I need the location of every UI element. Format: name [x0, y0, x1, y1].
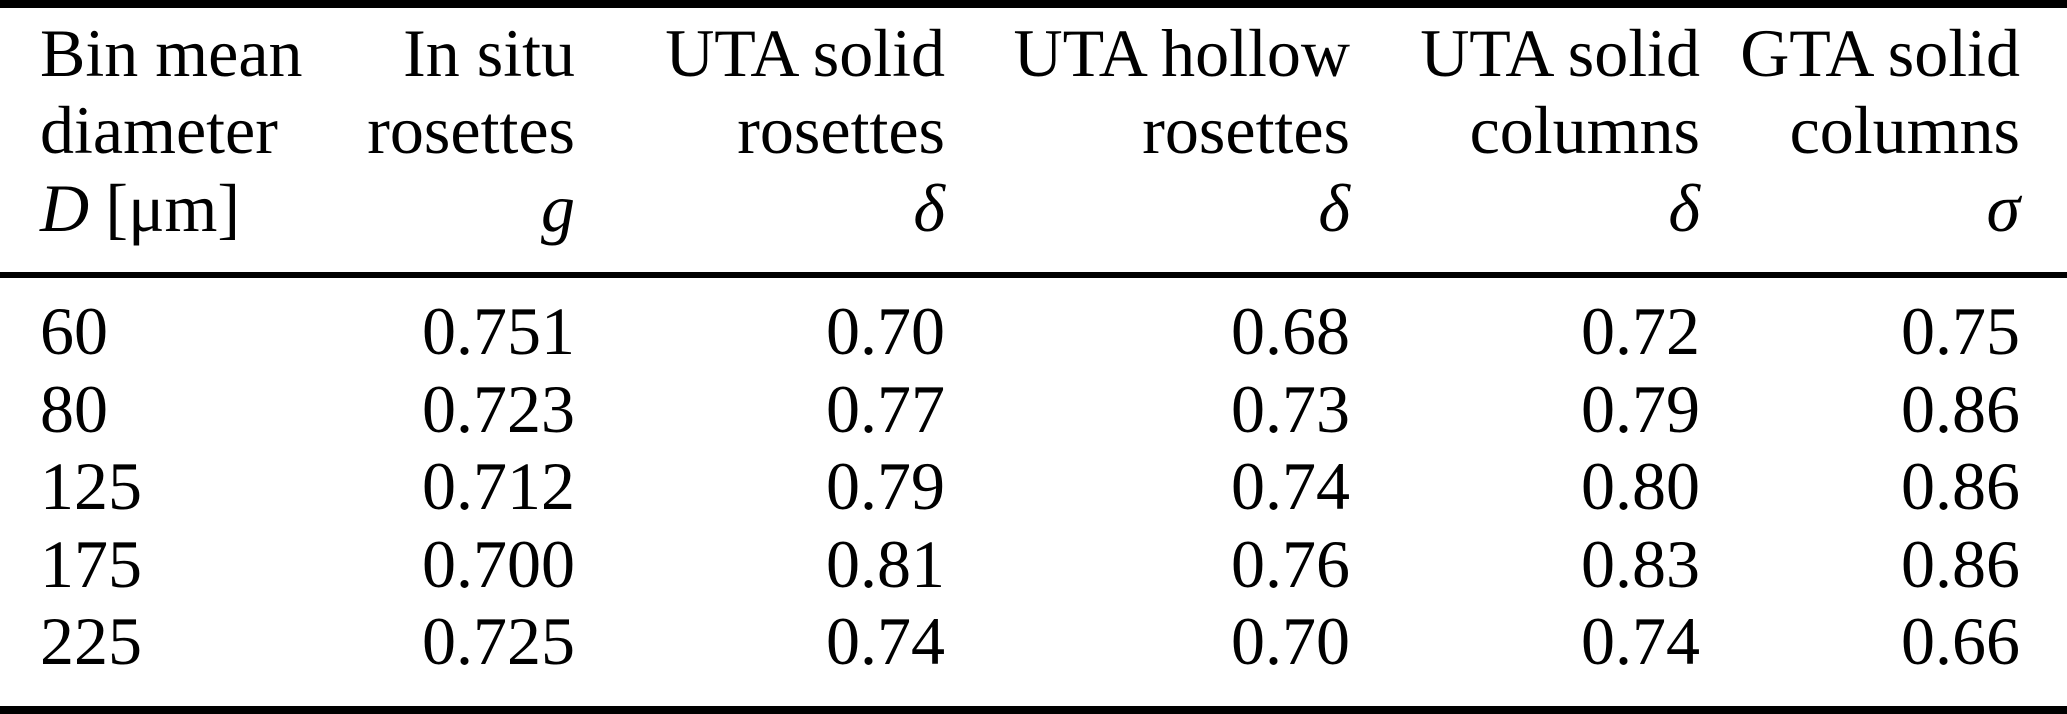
cell-value: 0.70: [1231, 603, 1350, 679]
cell-value: 0.72: [1581, 293, 1700, 369]
symbol-g: g: [541, 169, 575, 246]
header-symbol-line: δ: [945, 170, 1350, 248]
cell-value: 0.74: [1231, 448, 1350, 524]
cell-value: 0.75: [1901, 293, 2020, 369]
header-cell-uta-solid-rosettes: UTA solid rosettes δ: [575, 8, 945, 278]
cell-value: 0.712: [422, 448, 575, 524]
table-row: 125 0.712 0.79 0.74 0.80 0.86: [0, 448, 2067, 526]
cell-diameter: 175: [40, 525, 142, 602]
cell-diameter: 60: [40, 293, 108, 369]
header-symbol-line: δ: [1350, 170, 1700, 248]
cell-value: 0.68: [1231, 293, 1350, 369]
header-cell-uta-solid-columns: UTA solid columns δ: [1350, 8, 1700, 278]
cell-value: 0.77: [826, 370, 945, 447]
header-line: diameter: [40, 92, 278, 168]
cell-value: 0.81: [826, 525, 945, 602]
table-row: 80 0.723 0.77 0.73 0.79 0.86: [0, 371, 2067, 449]
cell-value: 0.83: [1581, 525, 1700, 602]
cell-diameter: 225: [40, 603, 142, 679]
cell-value: 0.74: [1581, 603, 1700, 679]
header-cell-in-situ-rosettes: In situ rosettes g: [320, 8, 575, 278]
header-line: Bin mean: [40, 14, 303, 91]
header-line: rosettes: [367, 92, 575, 168]
cell-diameter: 80: [40, 370, 108, 447]
cell-value: 0.74: [826, 603, 945, 679]
cell-value: 0.86: [1901, 448, 2020, 524]
cell-value: 0.86: [1901, 370, 2020, 447]
header-cell-bin-mean-diameter: Bin mean diameter D [μm]: [0, 8, 320, 278]
table-header: Bin mean diameter D [μm] In situ rosettes…: [0, 8, 2067, 278]
cell-value: 0.73: [1231, 370, 1350, 447]
cell-value: 0.700: [422, 525, 575, 602]
header-line: GTA solid: [1740, 14, 2020, 91]
cell-value: 0.79: [826, 448, 945, 524]
table-row: 175 0.700 0.81 0.76 0.83 0.86: [0, 526, 2067, 604]
cell-value: 0.723: [422, 370, 575, 447]
table-row: 225 0.725 0.74 0.70 0.74 0.66: [0, 603, 2067, 706]
header-line: UTA solid: [1420, 14, 1700, 91]
header-line: rosettes: [1142, 92, 1350, 168]
cell-diameter: 125: [40, 448, 142, 524]
cell-value: 0.80: [1581, 448, 1700, 524]
header-cell-gta-solid-columns: GTA solid columns σ: [1700, 8, 2067, 278]
unit-micrometer: [μm]: [105, 169, 241, 246]
header-cell-uta-hollow-rosettes: UTA hollow rosettes δ: [945, 8, 1350, 278]
cell-value: 0.86: [1901, 525, 2020, 602]
header-line: In situ: [403, 14, 575, 91]
cell-value: 0.76: [1231, 525, 1350, 602]
header-symbol-line: g: [320, 170, 575, 248]
cell-value: 0.751: [422, 293, 575, 369]
header-line: rosettes: [737, 92, 945, 168]
cell-value: 0.66: [1901, 603, 2020, 679]
header-symbol-line: δ: [575, 170, 945, 248]
symbol-delta: δ: [1668, 169, 1700, 246]
header-row: Bin mean diameter D [μm] In situ rosettes…: [0, 8, 2067, 278]
header-line: columns: [1469, 92, 1700, 168]
cell-value: 0.79: [1581, 370, 1700, 447]
table-body: 60 0.751 0.70 0.68 0.72 0.75 80 0.723 0.…: [0, 275, 2067, 706]
header-line: UTA hollow: [1013, 14, 1350, 91]
symbol-sigma: σ: [1986, 169, 2020, 246]
symbol-delta: δ: [913, 169, 945, 246]
symbol-D: D: [40, 169, 90, 246]
symbol-delta: δ: [1318, 169, 1350, 246]
cell-value: 0.725: [422, 603, 575, 679]
header-symbol-line: D [μm]: [40, 170, 320, 248]
table-row: 60 0.751 0.70 0.68 0.72 0.75: [0, 275, 2067, 371]
header-symbol-line: σ: [1700, 170, 2020, 248]
shape-parameters-table: Bin mean diameter D [μm] In situ rosettes…: [0, 8, 2067, 706]
header-line: columns: [1789, 92, 2020, 168]
header-line: UTA solid: [665, 14, 945, 91]
cell-value: 0.70: [826, 293, 945, 369]
